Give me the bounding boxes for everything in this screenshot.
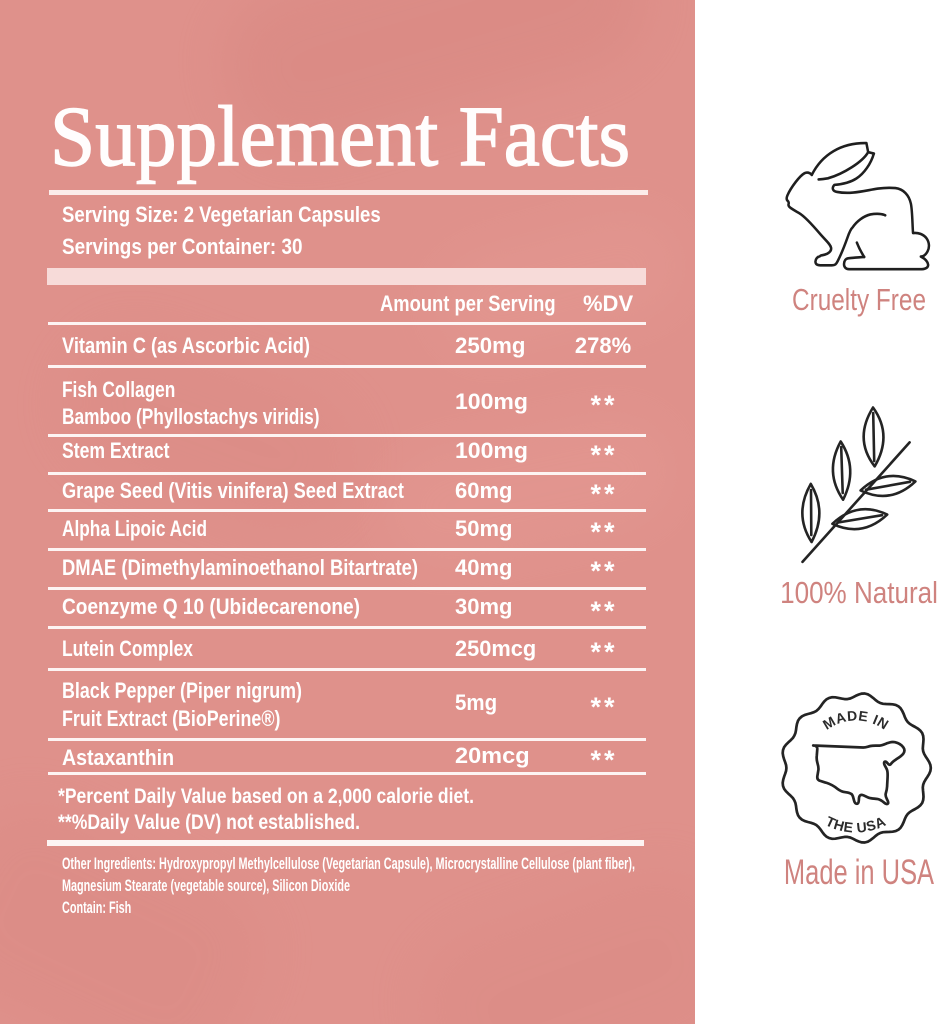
svg-text:THE USA: THE USA [823, 813, 888, 836]
svg-text:MADE IN: MADE IN [820, 707, 892, 733]
